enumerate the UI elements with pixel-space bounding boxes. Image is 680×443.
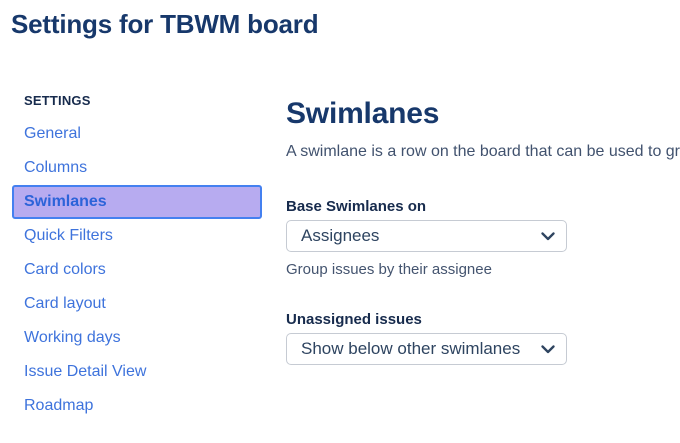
section-description: A swimlane is a row on the board that ca… xyxy=(286,143,680,160)
settings-sidebar: SETTINGS General Columns Swimlanes Quick… xyxy=(12,83,262,423)
base-swimlanes-select[interactable]: Assignees xyxy=(286,220,567,252)
base-swimlanes-field: Base Swimlanes on Assignees Group issues… xyxy=(286,199,680,278)
content-area: SETTINGS General Columns Swimlanes Quick… xyxy=(0,83,680,423)
sidebar-item-general[interactable]: General xyxy=(24,125,81,142)
chevron-down-icon xyxy=(541,231,555,241)
page-title: Settings for TBWM board xyxy=(11,9,319,39)
unassigned-issues-label: Unassigned issues xyxy=(286,311,422,328)
sidebar-item-card-layout[interactable]: Card layout xyxy=(24,295,106,312)
sidebar-item-card-colors[interactable]: Card colors xyxy=(24,261,106,278)
base-swimlanes-label: Base Swimlanes on xyxy=(286,198,427,215)
sidebar-item-quick-filters[interactable]: Quick Filters xyxy=(24,227,113,244)
base-swimlanes-value: Assignees xyxy=(301,226,380,245)
section-heading: Swimlanes xyxy=(286,97,440,130)
sidebar-item-roadmap[interactable]: Roadmap xyxy=(24,397,94,414)
sidebar-item-working-days[interactable]: Working days xyxy=(24,329,121,346)
chevron-down-icon xyxy=(541,344,555,354)
sidebar-item-issue-detail-view[interactable]: Issue Detail View xyxy=(24,363,147,380)
sidebar-nav-list: General Columns Swimlanes Quick Filters … xyxy=(12,117,262,423)
sidebar-item-swimlanes[interactable]: Swimlanes xyxy=(12,185,262,219)
unassigned-issues-value: Show below other swimlanes xyxy=(301,339,521,358)
sidebar-item-columns[interactable]: Columns xyxy=(24,159,88,176)
sidebar-heading: SETTINGS xyxy=(24,92,91,108)
unassigned-issues-select[interactable]: Show below other swimlanes xyxy=(286,333,567,365)
swimlanes-settings-panel: Swimlanes A swimlane is a row on the boa… xyxy=(286,83,680,423)
unassigned-issues-field: Unassigned issues Show below other swiml… xyxy=(286,312,680,365)
base-swimlanes-helper: Group issues by their assignee xyxy=(286,261,492,278)
